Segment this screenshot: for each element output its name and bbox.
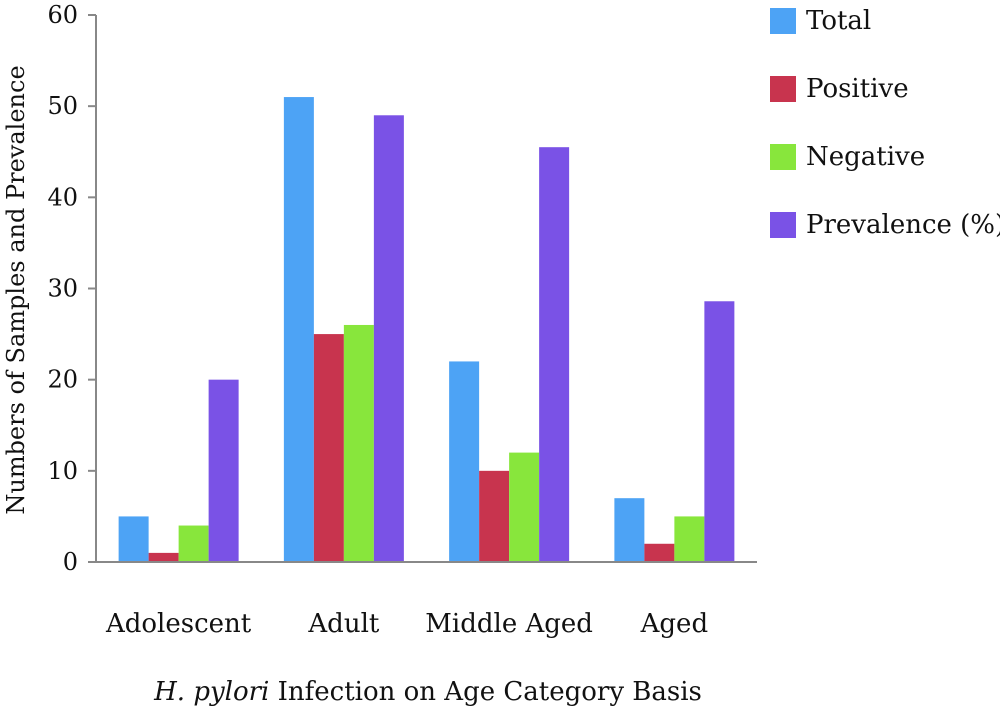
bar: [674, 516, 705, 562]
legend-swatch: [770, 76, 796, 102]
y-tick-label: 30: [47, 275, 78, 303]
bar: [373, 115, 404, 563]
legend-label: Total: [806, 6, 871, 36]
bar: [208, 379, 239, 562]
bar: [509, 452, 540, 562]
x-category-label: Adolescent: [105, 609, 252, 639]
bar: [539, 147, 570, 563]
x-axis-title-italic: H. pylori: [153, 677, 269, 707]
y-tick-label: 40: [47, 183, 78, 211]
x-category-label: Adult: [307, 609, 379, 639]
y-tick-label: 10: [47, 457, 78, 485]
legend-label: Positive: [806, 74, 909, 104]
x-axis-title-rest: Infection on Age Category Basis: [269, 677, 702, 707]
y-tick-label: 60: [47, 1, 78, 29]
bar: [449, 361, 480, 562]
bar: [644, 543, 675, 562]
bar: [313, 334, 344, 562]
bar: [178, 525, 209, 562]
y-tick-label: 0: [63, 548, 78, 576]
bar: [343, 324, 374, 562]
legend-label: Prevalence (%): [806, 210, 1000, 240]
bar: [704, 301, 735, 562]
x-category-label: Middle Aged: [425, 609, 593, 639]
x-labels-group: Adolescent Adult Middle Aged Aged: [105, 609, 708, 639]
bar: [614, 498, 645, 562]
y-axis-title: Numbers of Samples and Prevalence: [2, 65, 30, 514]
legend-swatch: [770, 212, 796, 238]
legend-swatch: [770, 8, 796, 34]
x-category-label: Aged: [640, 609, 708, 639]
legend-label: Negative: [806, 142, 925, 172]
y-ticks-group: 0 10 20 30 40 50 60: [47, 1, 96, 576]
bars-group: [118, 97, 735, 563]
bar: [118, 516, 149, 562]
legend-swatch: [770, 144, 796, 170]
y-tick-label: 20: [47, 366, 78, 394]
bar: [148, 552, 179, 562]
legend: Total Positive Negative Prevalence (%): [770, 6, 1000, 240]
bar: [283, 97, 314, 563]
x-axis-title: H. pylori Infection on Age Category Basi…: [153, 677, 702, 707]
y-tick-label: 50: [47, 92, 78, 120]
bar: [479, 470, 510, 562]
